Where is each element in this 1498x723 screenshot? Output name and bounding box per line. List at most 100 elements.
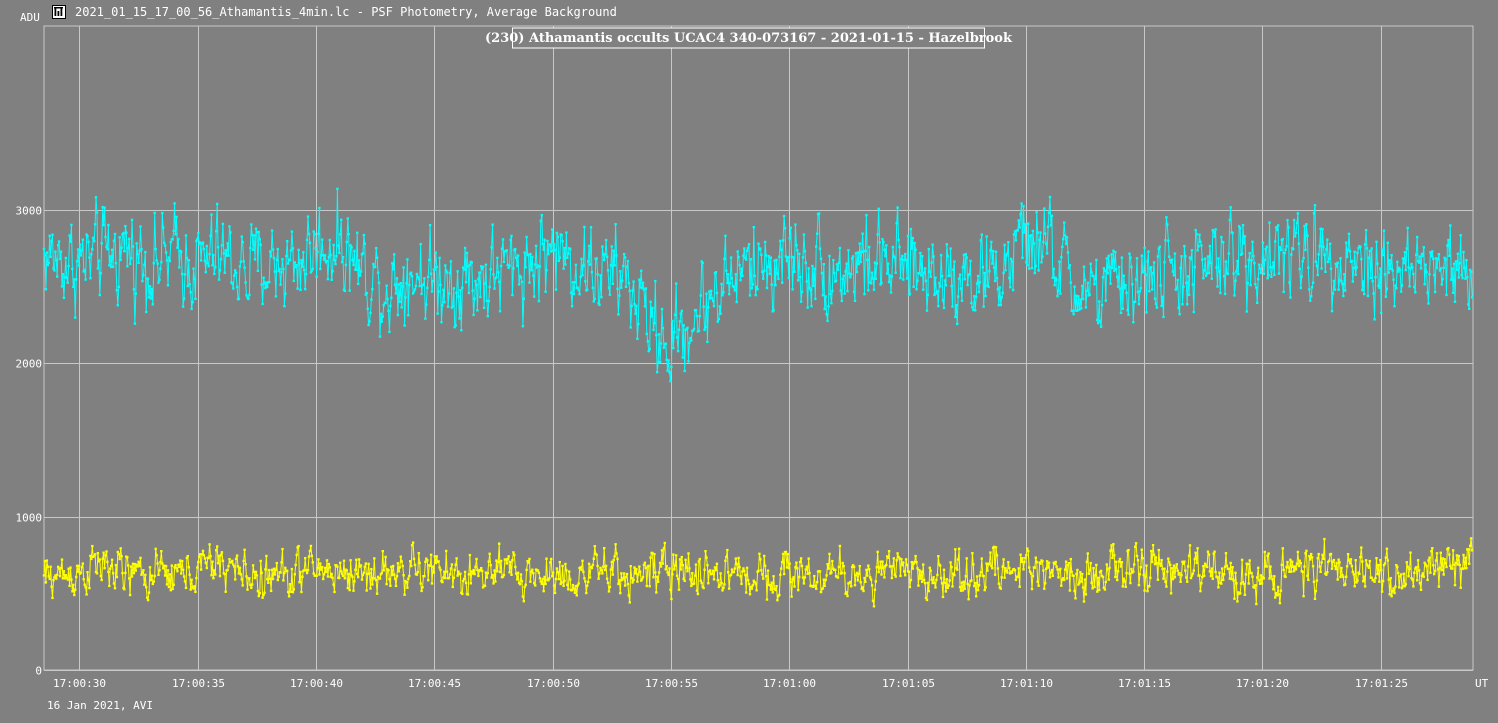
target-data-point	[484, 263, 488, 266]
target-data-point	[146, 277, 150, 280]
target-data-point	[587, 260, 590, 263]
comparison-data-point	[583, 577, 586, 580]
comparison-data-point	[1037, 584, 1040, 587]
comparison-data-point	[943, 581, 947, 584]
comparison-data-point	[173, 566, 176, 569]
comparison-data-point	[1179, 580, 1182, 583]
target-data-point	[1277, 272, 1281, 275]
target-data-point	[522, 297, 525, 300]
target-data-point	[1052, 267, 1055, 271]
comparison-data-point	[182, 575, 186, 578]
comparison-data-point	[211, 560, 214, 563]
target-data-point	[111, 265, 115, 268]
comparison-data-point	[996, 567, 1000, 570]
comparison-data-point	[509, 560, 512, 564]
comparison-data-point	[1191, 572, 1195, 575]
comparison-data-point	[493, 569, 496, 572]
comparison-data-point	[1257, 566, 1260, 569]
comparison-data-point	[875, 566, 878, 569]
target-data-point	[780, 248, 783, 251]
comparison-data-point	[441, 580, 444, 584]
target-data-point	[283, 304, 286, 308]
comparison-data-point	[897, 555, 900, 559]
target-data-point	[512, 267, 515, 270]
target-data-point	[448, 271, 452, 275]
comparison-data-point	[279, 571, 282, 574]
target-data-point	[1443, 256, 1446, 260]
comparison-data-point	[212, 577, 215, 580]
target-data-point	[1418, 255, 1422, 258]
target-data-point	[953, 260, 956, 263]
target-data-point	[831, 289, 834, 293]
target-data-point	[751, 283, 754, 286]
target-data-point	[176, 246, 179, 249]
comparison-data-point	[1333, 564, 1336, 568]
comparison-data-point	[642, 563, 646, 567]
target-data-point	[934, 276, 937, 279]
target-data-point	[280, 271, 283, 274]
comparison-data-point	[1292, 569, 1296, 573]
comparison-data-point	[506, 557, 509, 561]
comparison-data-point	[126, 556, 129, 559]
comparison-data-point	[1113, 554, 1116, 557]
comparison-data-point	[1050, 568, 1054, 572]
comparison-data-point	[689, 578, 692, 581]
comparison-data-point	[336, 565, 339, 568]
target-data-point	[1046, 225, 1050, 229]
target-data-point	[1275, 228, 1279, 232]
target-data-point	[1236, 259, 1239, 263]
target-data-point	[263, 281, 266, 285]
target-data-point	[904, 259, 908, 262]
target-data-point	[665, 358, 668, 361]
target-data-point	[262, 276, 265, 279]
target-data-point	[970, 301, 973, 305]
comparison-data-point	[1155, 562, 1159, 565]
comparison-data-point	[297, 544, 300, 548]
comparison-data-point	[75, 575, 78, 579]
comparison-data-point	[346, 586, 349, 590]
target-data-point	[748, 294, 752, 297]
comparison-data-point	[1451, 567, 1454, 570]
comparison-data-point	[197, 560, 200, 564]
comparison-data-point	[135, 563, 138, 566]
target-data-point	[1075, 294, 1078, 297]
target-data-point	[1459, 234, 1462, 237]
comparison-data-point	[1089, 561, 1092, 565]
target-data-point	[736, 250, 739, 253]
comparison-data-point	[501, 575, 505, 578]
target-data-point	[537, 299, 541, 303]
comparison-data-point	[782, 572, 786, 576]
target-data-point	[1191, 283, 1195, 286]
comparison-data-point	[112, 582, 116, 585]
target-data-point	[870, 271, 874, 274]
target-data-point	[1147, 250, 1150, 253]
target-data-point	[69, 240, 72, 243]
target-data-point	[532, 274, 535, 277]
comparison-data-point	[340, 572, 344, 576]
comparison-data-point	[553, 591, 557, 595]
target-data-point	[1014, 239, 1018, 242]
comparison-data-point	[1247, 582, 1250, 585]
target-data-point	[1468, 307, 1471, 310]
comparison-data-point	[1028, 566, 1031, 569]
comparison-data-point	[1138, 573, 1142, 576]
target-data-point	[1279, 248, 1283, 252]
target-data-point	[241, 241, 244, 244]
target-data-point	[1359, 245, 1362, 248]
target-data-point	[445, 271, 449, 274]
comparison-data-point	[683, 579, 686, 582]
target-data-point	[133, 322, 137, 325]
target-data-point	[646, 340, 649, 343]
comparison-data-point	[1303, 565, 1306, 568]
target-data-point	[302, 251, 305, 254]
target-data-point	[444, 264, 447, 267]
target-data-point	[896, 206, 899, 209]
comparison-data-point	[1284, 575, 1287, 579]
target-data-point	[527, 254, 530, 257]
target-data-point	[1455, 268, 1459, 272]
target-data-point	[574, 263, 578, 267]
comparison-data-point	[684, 558, 687, 562]
comparison-data-point	[323, 566, 327, 570]
target-data-point	[1174, 288, 1177, 291]
target-data-point	[110, 265, 113, 269]
